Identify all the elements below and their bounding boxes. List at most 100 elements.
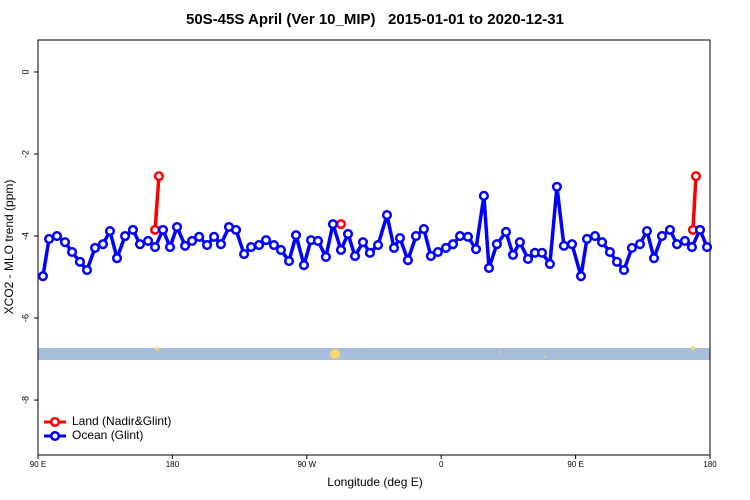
point [454, 230, 466, 242]
point [432, 246, 443, 258]
point [671, 239, 683, 250]
point [690, 171, 702, 182]
point [180, 240, 191, 251]
point [253, 239, 265, 251]
point [349, 251, 361, 262]
point [201, 239, 213, 251]
point [153, 171, 165, 182]
y-tick-label: -6 [20, 314, 30, 322]
x-axis-label: Longitude (deg E) [327, 475, 422, 489]
point [171, 221, 183, 233]
point [394, 233, 406, 244]
point [694, 224, 706, 235]
point [97, 239, 109, 250]
point [275, 244, 287, 256]
point [312, 235, 324, 246]
point [418, 223, 429, 235]
legend-label: Land (Nadir&Glint) [72, 414, 171, 428]
point [335, 244, 347, 256]
legend-label: Ocean (Glint) [72, 428, 143, 442]
point [604, 246, 615, 258]
point [388, 242, 400, 253]
point [260, 235, 272, 246]
point [558, 240, 570, 251]
point [618, 265, 630, 276]
point [410, 230, 422, 242]
point [364, 247, 376, 258]
point [143, 235, 154, 246]
point [575, 271, 587, 282]
y-tick-label: 0 [20, 69, 30, 74]
point [164, 242, 176, 253]
point [187, 235, 198, 246]
x-tick-label: 180 [166, 460, 180, 469]
point [327, 219, 338, 230]
point [544, 258, 555, 269]
point [701, 242, 713, 253]
point [686, 242, 697, 253]
chart-title: 50S-45S April (Ver 10_MIP) 2015-01-01 to… [186, 11, 564, 28]
point [402, 255, 413, 266]
point [150, 224, 161, 235]
x-tick-label: 90 W [297, 460, 316, 469]
point [66, 246, 78, 258]
point [59, 237, 71, 248]
x-tick-label: 90 E [567, 460, 583, 469]
point [478, 190, 489, 201]
point [283, 255, 295, 267]
point [500, 226, 512, 237]
point [462, 231, 473, 242]
point [581, 233, 592, 244]
point [239, 249, 250, 260]
point [104, 226, 116, 237]
series-line [41, 185, 709, 278]
band-dot [544, 356, 546, 358]
point [372, 239, 384, 251]
point [425, 251, 436, 262]
band-dot [691, 346, 695, 350]
point [209, 231, 220, 242]
point [589, 230, 601, 242]
point [89, 242, 101, 253]
point [298, 260, 310, 271]
point [194, 231, 205, 242]
point [381, 210, 393, 221]
point [111, 253, 123, 264]
point [37, 271, 48, 282]
series-line [153, 176, 698, 230]
point [357, 237, 368, 248]
point [157, 224, 169, 235]
y-axis-label: XCO2 - MLO trend (ppm) [2, 180, 16, 315]
point [551, 181, 562, 192]
point [648, 253, 660, 264]
surface-band [38, 348, 710, 360]
y-tick-label: -4 [20, 232, 30, 240]
point [656, 230, 667, 242]
point [335, 219, 347, 230]
point [566, 239, 578, 250]
x-tick-label: 90 E [30, 460, 46, 469]
point [611, 256, 623, 267]
point [596, 237, 608, 248]
point [491, 239, 502, 250]
point [150, 242, 161, 253]
point [626, 242, 637, 253]
point [641, 226, 653, 237]
point [215, 239, 226, 250]
x-tick-label: 0 [439, 460, 444, 469]
band-dot [155, 347, 159, 351]
legend-marker [49, 430, 61, 442]
point [81, 265, 93, 276]
band-dot [499, 351, 501, 353]
point [290, 230, 302, 241]
point [536, 247, 548, 258]
point [127, 224, 139, 235]
point [230, 224, 242, 235]
point [470, 244, 482, 255]
point [634, 239, 646, 250]
point [246, 242, 257, 253]
band-dot [330, 349, 340, 359]
point [120, 230, 131, 242]
legend-marker [49, 416, 61, 428]
